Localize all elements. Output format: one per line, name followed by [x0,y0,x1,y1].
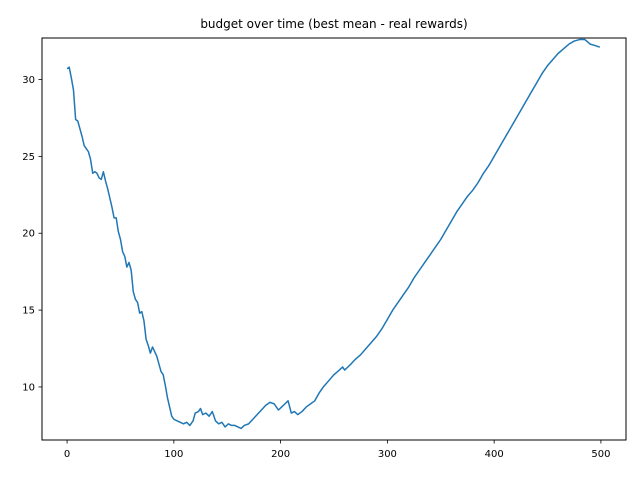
x-tick-label: 200 [271,449,290,460]
x-tick-label: 0 [64,449,70,460]
x-tick-label: 500 [591,449,610,460]
y-tick-label: 15 [22,306,35,317]
x-tick-label: 300 [378,449,397,460]
chart-title: budget over time (best mean - real rewar… [200,17,467,31]
axes-frame [41,37,627,441]
y-tick-label: 10 [22,382,35,393]
y-axis: 10 15 20 25 30 [22,75,42,393]
y-tick-label: 20 [22,229,35,240]
series-line-0 [66,38,601,430]
x-tick-label: 100 [164,449,183,460]
plot-area [66,38,601,430]
x-tick-label: 400 [485,449,504,460]
y-tick-label: 30 [22,75,35,86]
x-axis: 0 100 200 300 400 500 [64,440,610,460]
y-tick-label: 25 [22,152,35,163]
